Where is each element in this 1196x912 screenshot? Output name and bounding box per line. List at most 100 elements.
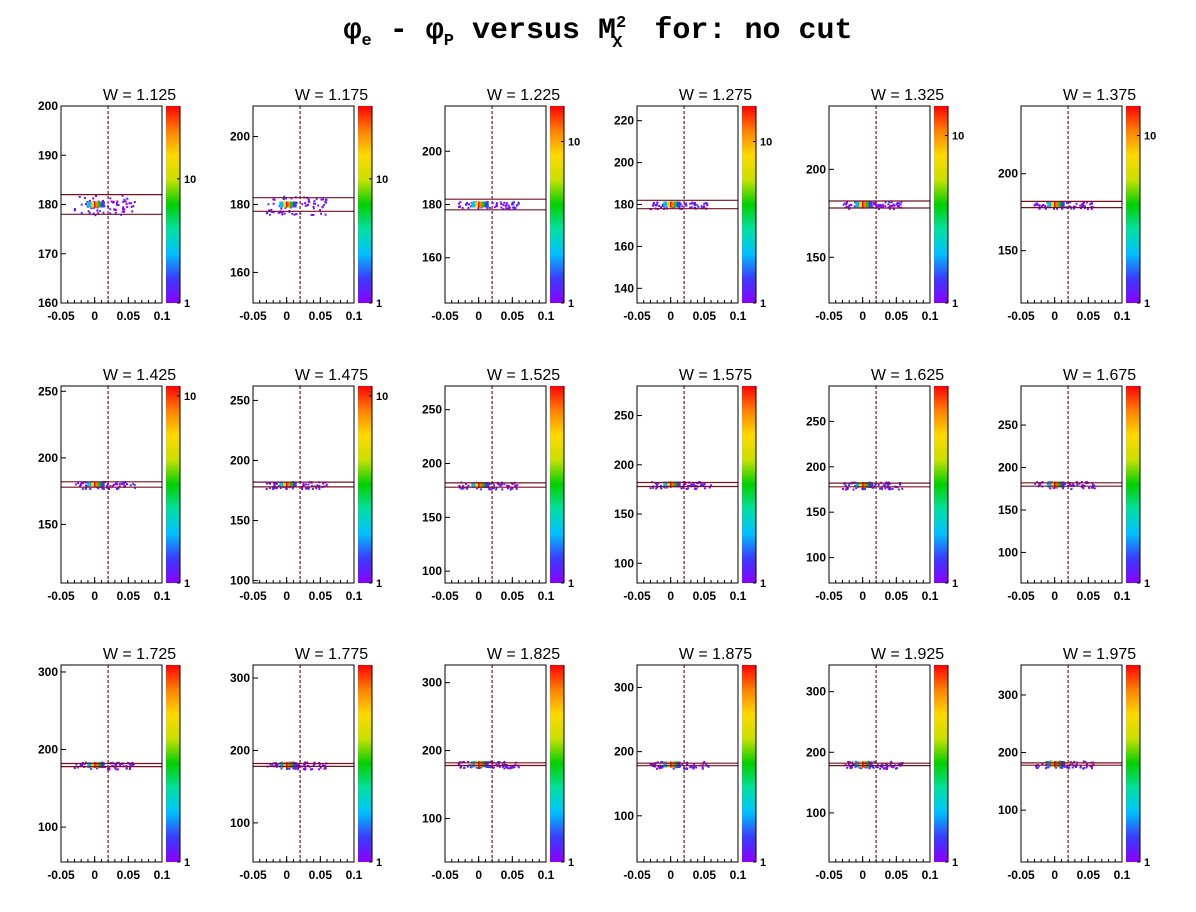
peak-cell xyxy=(287,761,292,768)
data-point xyxy=(499,201,502,204)
data-point xyxy=(1083,767,1086,769)
data-point xyxy=(75,763,78,766)
data-point xyxy=(85,203,87,206)
peak-cell xyxy=(1052,481,1057,488)
data-point xyxy=(516,484,519,487)
data-point xyxy=(1053,207,1055,210)
panel-title: W = 1.325 xyxy=(871,87,944,104)
data-point xyxy=(112,483,115,486)
peak-cell xyxy=(90,762,94,769)
color-bar xyxy=(550,665,564,862)
data-point xyxy=(490,760,493,763)
y-tick-label: 200 xyxy=(422,144,442,158)
data-point xyxy=(324,767,327,770)
data-point xyxy=(877,483,880,486)
data-point xyxy=(85,484,87,487)
title-sub-e: e xyxy=(361,32,372,51)
data-point xyxy=(92,197,95,200)
peak-cell xyxy=(292,481,297,488)
data-point xyxy=(872,202,875,205)
data-point xyxy=(1070,207,1073,210)
data-point xyxy=(701,766,704,769)
data-point xyxy=(881,488,883,491)
data-point xyxy=(515,487,518,490)
y-tick-label: 200 xyxy=(230,453,250,467)
data-point xyxy=(460,487,463,490)
data-point xyxy=(1088,486,1090,489)
data-point xyxy=(887,487,890,490)
data-point xyxy=(309,768,312,771)
x-tick-label: -0.05 xyxy=(47,868,75,882)
data-point xyxy=(126,767,129,770)
data-point xyxy=(498,482,501,485)
x-tick-label: -0.05 xyxy=(431,868,459,882)
panel-title: W = 1.875 xyxy=(679,646,752,663)
data-point xyxy=(846,201,849,204)
data-point xyxy=(278,484,281,487)
peak-cell xyxy=(471,201,476,208)
data-point xyxy=(860,767,863,770)
y-tick-label: 100 xyxy=(614,556,634,570)
peak-cell xyxy=(1050,761,1054,768)
peak-cell xyxy=(482,201,487,208)
data-point xyxy=(879,203,881,206)
data-point xyxy=(479,488,482,491)
panel-title: W = 1.525 xyxy=(487,367,560,384)
data-point xyxy=(129,484,132,487)
peak-cell xyxy=(290,201,295,208)
data-point xyxy=(889,204,892,207)
peak-cell xyxy=(860,761,865,768)
panel-title: W = 1.975 xyxy=(1063,646,1136,663)
data-point xyxy=(1064,482,1067,485)
title-tail: for: no cut xyxy=(636,14,853,48)
data-point xyxy=(895,767,897,770)
data-point xyxy=(279,487,282,489)
data-point xyxy=(459,201,462,204)
data-point xyxy=(658,767,661,770)
data-point xyxy=(888,201,891,204)
peak-cell xyxy=(92,481,97,488)
data-point xyxy=(134,486,136,489)
panel-1175: W = 1.175 -0.05 0 0.05 0.1 160 180 200 1 10 xyxy=(230,87,388,323)
y-tick-label: 200 xyxy=(422,457,442,471)
data-point xyxy=(129,764,132,766)
x-tick-label: 0 xyxy=(667,309,674,323)
data-point xyxy=(878,205,881,208)
data-point xyxy=(322,482,325,485)
x-tick-label: 0.05 xyxy=(693,589,717,603)
title-sup-2: 2 xyxy=(616,14,627,33)
data-point xyxy=(111,485,114,488)
data-points xyxy=(457,201,520,210)
x-tick-label: -0.05 xyxy=(623,309,651,323)
data-point xyxy=(80,482,83,485)
data-point xyxy=(80,203,83,206)
data-point xyxy=(107,483,109,486)
panel-1625: W = 1.625 -0.05 0 0.05 0.1 100 150 200 250 1 xyxy=(806,367,958,603)
data-point xyxy=(269,487,271,490)
data-point xyxy=(692,482,695,485)
plot-frame xyxy=(444,105,547,304)
y-tick-label: 160 xyxy=(614,239,634,253)
data-point xyxy=(89,488,92,490)
plot-frame xyxy=(252,385,355,584)
peak-cell xyxy=(863,761,868,768)
data-point xyxy=(693,204,696,207)
z-tick-label: 1 xyxy=(568,298,574,310)
x-tick-label: 0 xyxy=(1051,309,1058,323)
data-point xyxy=(689,202,692,205)
data-point xyxy=(656,767,658,770)
data-point xyxy=(1068,205,1071,208)
data-point xyxy=(848,205,851,208)
data-point xyxy=(1041,763,1044,766)
data-point xyxy=(276,763,279,766)
data-point xyxy=(889,207,892,210)
data-point xyxy=(897,763,900,766)
y-tick-label: 190 xyxy=(38,148,58,162)
data-point xyxy=(878,208,880,210)
peak-cell xyxy=(284,201,289,208)
data-point xyxy=(306,761,309,764)
data-point xyxy=(466,202,469,205)
data-point xyxy=(293,213,296,216)
data-point xyxy=(654,204,657,206)
data-point xyxy=(266,211,269,214)
